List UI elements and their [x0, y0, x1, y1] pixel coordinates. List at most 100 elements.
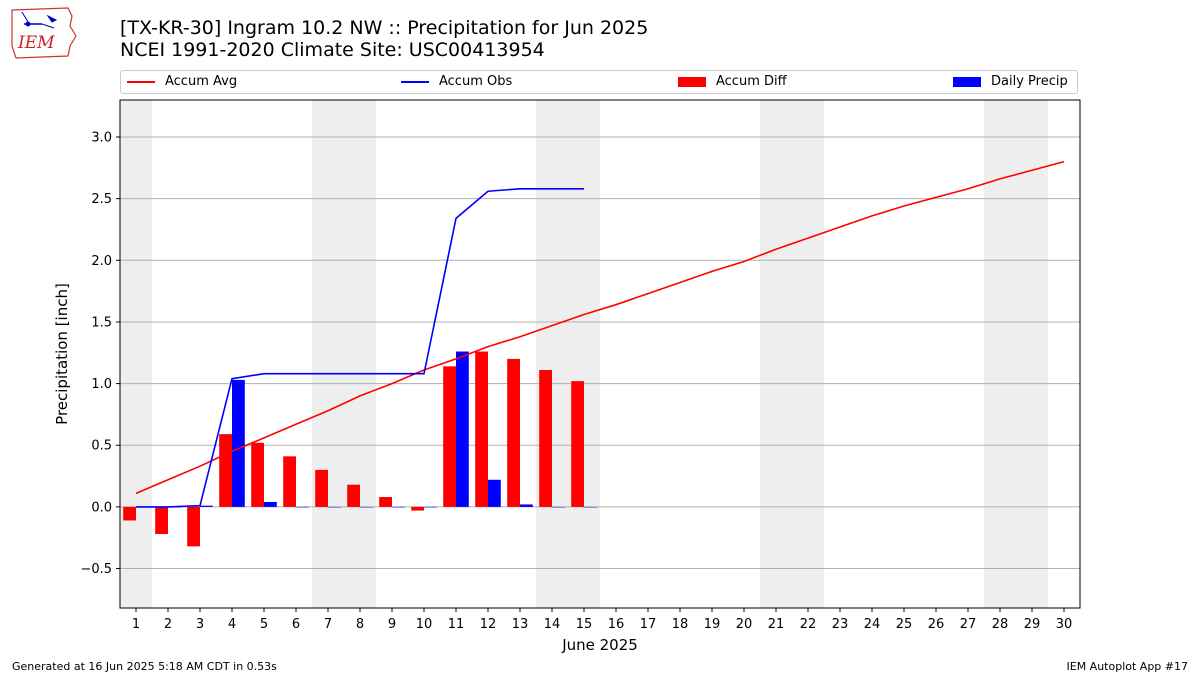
y-tick-label: 2.5 [91, 192, 112, 207]
y-tick-label: 2.0 [91, 254, 112, 269]
x-tick-label: 26 [928, 617, 945, 632]
weekend-shade [984, 100, 1016, 608]
x-tick-label: 5 [260, 617, 268, 632]
x-tick-label: 10 [416, 617, 433, 632]
iem-logo: IEM [11, 7, 77, 59]
legend-label: Accum Diff [716, 74, 787, 89]
daily-precip-bar [552, 506, 565, 508]
legend-swatch [401, 80, 429, 83]
legend-label: Accum Obs [439, 74, 513, 89]
accum-diff-bar [507, 358, 520, 507]
y-tick-label: 0.0 [91, 500, 112, 515]
daily-precip-bar [488, 479, 501, 507]
x-tick-label: 20 [736, 617, 753, 632]
accum-diff-bar [315, 469, 328, 507]
daily-precip-bar [200, 505, 213, 507]
legend-label: Daily Precip [991, 74, 1068, 89]
legend-item-daily-precip: Daily Precip [953, 74, 1068, 92]
x-tick-label: 7 [324, 617, 332, 632]
x-tick-label: 3 [196, 617, 204, 632]
weekend-shade [536, 100, 568, 608]
legend-item-accum-avg: Accum Avg [127, 74, 237, 92]
x-tick-label: 2 [164, 617, 172, 632]
logo-text: IEM [17, 33, 55, 53]
weekend-shade [1016, 100, 1048, 608]
chart-title: [TX-KR-30] Ingram 10.2 NW :: Precipitati… [120, 17, 649, 39]
accum-diff-bar [539, 370, 552, 507]
x-tick-label: 4 [228, 617, 236, 632]
x-tick-label: 27 [960, 617, 977, 632]
x-tick-label: 1 [132, 617, 140, 632]
x-tick-label: 23 [832, 617, 849, 632]
daily-precip-bar [424, 506, 437, 508]
daily-precip-bar [296, 506, 309, 508]
x-axis-label: June 2025 [561, 636, 638, 654]
daily-precip-bar [264, 501, 277, 507]
accum-diff-bar [571, 381, 584, 507]
legend-swatch [953, 76, 981, 87]
app-credit: IEM Autoplot App #17 [1066, 660, 1189, 673]
x-tick-label: 29 [1024, 617, 1041, 632]
accum-diff-bar [123, 506, 136, 521]
legend-swatch [127, 80, 155, 83]
x-tick-label: 15 [576, 617, 593, 632]
accum-diff-bar [475, 351, 488, 507]
weekend-shade [120, 100, 152, 608]
accum-diff-bar [347, 484, 360, 507]
daily-precip-bar [232, 379, 245, 507]
x-tick-label: 19 [704, 617, 721, 632]
y-tick-label: −0.5 [80, 562, 112, 577]
x-tick-label: 24 [864, 617, 881, 632]
daily-precip-bar [520, 504, 533, 507]
accum-diff-bar [379, 497, 392, 507]
x-tick-label: 16 [608, 617, 625, 632]
daily-precip-bar [584, 506, 597, 508]
y-tick-label: 0.5 [91, 439, 112, 454]
x-tick-label: 17 [640, 617, 657, 632]
weekend-shade [312, 100, 344, 608]
y-axis-label: Precipitation [inch] [53, 283, 71, 425]
x-tick-label: 21 [768, 617, 785, 632]
x-tick-label: 9 [388, 617, 396, 632]
accum-diff-bar [443, 366, 456, 507]
y-tick-label: 3.0 [91, 130, 112, 145]
legend-item-accum-obs: Accum Obs [401, 74, 512, 92]
weekend-shade [344, 100, 376, 608]
x-tick-label: 8 [356, 617, 364, 632]
x-tick-label: 25 [896, 617, 913, 632]
weather-station-icon [21, 11, 58, 29]
accum-diff-bar [411, 506, 424, 511]
weekend-shade [792, 100, 824, 608]
accum-diff-bar [251, 442, 264, 507]
weekend-shade [568, 100, 600, 608]
accum-diff-bar [219, 434, 232, 507]
x-tick-label: 22 [800, 617, 817, 632]
daily-precip-bar [456, 351, 469, 507]
iowa-state-outline [11, 7, 77, 59]
chart-subtitle: NCEI 1991-2020 Climate Site: USC00413954 [120, 39, 545, 61]
weekend-shade [760, 100, 792, 608]
x-tick-label: 11 [448, 617, 465, 632]
accum-diff-bar [155, 506, 168, 535]
x-tick-label: 6 [292, 617, 300, 632]
accum-obs-line [136, 187, 584, 508]
accum-diff-bar [187, 506, 200, 547]
accum-avg-line [135, 160, 1065, 495]
daily-precip-bar [328, 506, 341, 508]
plot-frame [119, 99, 1081, 609]
generated-timestamp: Generated at 16 Jun 2025 5:18 AM CDT in … [12, 660, 277, 673]
accum-diff-bar [283, 456, 296, 507]
x-tick-label: 18 [672, 617, 689, 632]
legend-label: Accum Avg [165, 74, 238, 89]
x-tick-label: 30 [1056, 617, 1073, 632]
daily-precip-bar [392, 506, 405, 508]
legend: Accum Avg Accum Obs Accum Diff Daily Pre… [120, 70, 1078, 94]
x-tick-label: 14 [544, 617, 561, 632]
legend-item-accum-diff: Accum Diff [678, 74, 787, 92]
legend-swatch [678, 76, 706, 87]
y-tick-label: 1.5 [91, 315, 112, 330]
y-tick-label: 1.0 [91, 377, 112, 392]
x-tick-label: 12 [480, 617, 497, 632]
x-tick-label: 28 [992, 617, 1009, 632]
